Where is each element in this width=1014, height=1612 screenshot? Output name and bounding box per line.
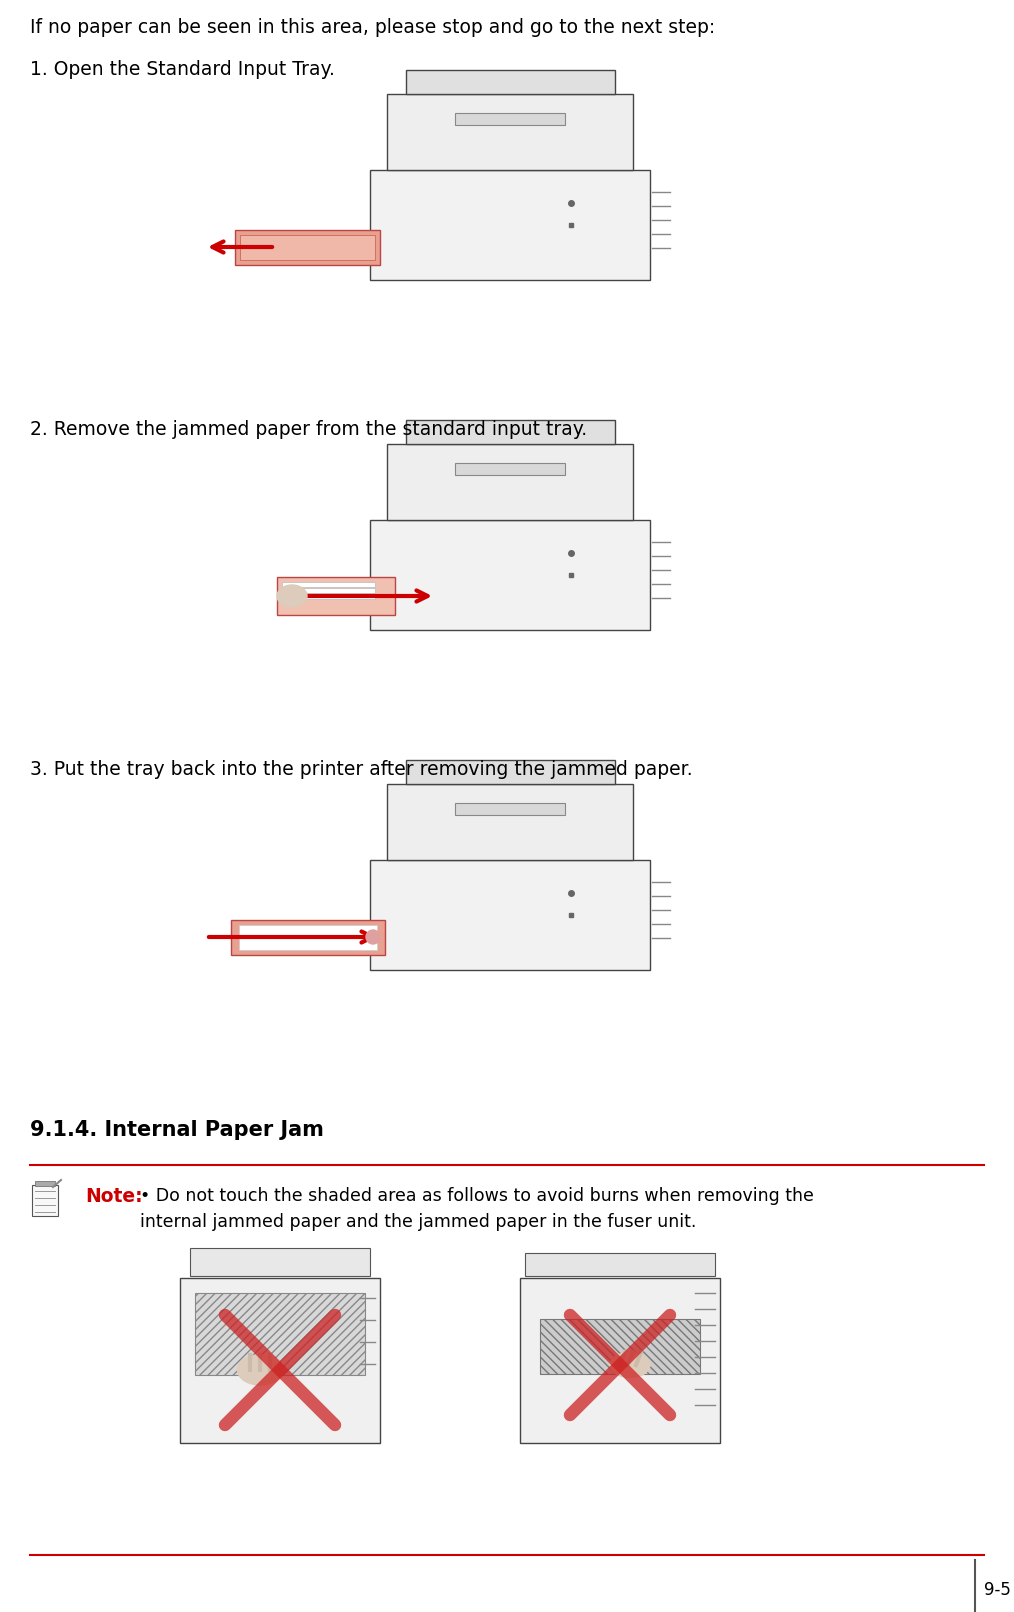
Bar <box>282 593 375 600</box>
Text: 2. Remove the jammed paper from the standard input tray.: 2. Remove the jammed paper from the stan… <box>30 421 587 438</box>
Bar <box>277 577 395 616</box>
Text: 9.1.4. Internal Paper Jam: 9.1.4. Internal Paper Jam <box>30 1120 323 1140</box>
Bar <box>282 582 375 587</box>
Bar <box>180 1278 380 1443</box>
Bar <box>239 925 377 949</box>
Ellipse shape <box>610 1352 650 1378</box>
Text: 9-5: 9-5 <box>984 1581 1010 1599</box>
Text: 3. Put the tray back into the printer after removing the jammed paper.: 3. Put the tray back into the printer af… <box>30 759 693 779</box>
Bar <box>387 443 633 521</box>
Bar <box>525 1253 715 1277</box>
Text: • Do not touch the shaded area as follows to avoid burns when removing the: • Do not touch the shaded area as follow… <box>140 1186 814 1206</box>
Bar <box>455 803 565 816</box>
Ellipse shape <box>237 1356 283 1385</box>
Bar <box>195 1293 365 1375</box>
Bar <box>190 1248 370 1277</box>
Text: If no paper can be seen in this area, please stop and go to the next step:: If no paper can be seen in this area, pl… <box>30 18 715 37</box>
Bar <box>540 1319 700 1373</box>
Bar <box>240 235 375 260</box>
Text: 1. Open the Standard Input Tray.: 1. Open the Standard Input Tray. <box>30 60 335 79</box>
Bar <box>387 93 633 169</box>
Bar <box>370 521 650 630</box>
Bar <box>35 1182 55 1186</box>
Bar <box>231 920 385 954</box>
Bar <box>406 69 615 93</box>
Bar <box>282 588 375 593</box>
Text: Note:: Note: <box>85 1186 143 1206</box>
Bar <box>406 759 615 783</box>
Bar <box>406 421 615 443</box>
Bar <box>235 231 380 264</box>
Text: internal jammed paper and the jammed paper in the fuser unit.: internal jammed paper and the jammed pap… <box>140 1212 697 1232</box>
Bar <box>455 463 565 476</box>
Bar <box>455 113 565 126</box>
Bar <box>370 859 650 970</box>
Circle shape <box>366 930 380 945</box>
Bar <box>387 783 633 859</box>
Ellipse shape <box>277 585 307 608</box>
Bar <box>32 1185 58 1215</box>
Bar <box>370 169 650 280</box>
Bar <box>520 1278 720 1443</box>
